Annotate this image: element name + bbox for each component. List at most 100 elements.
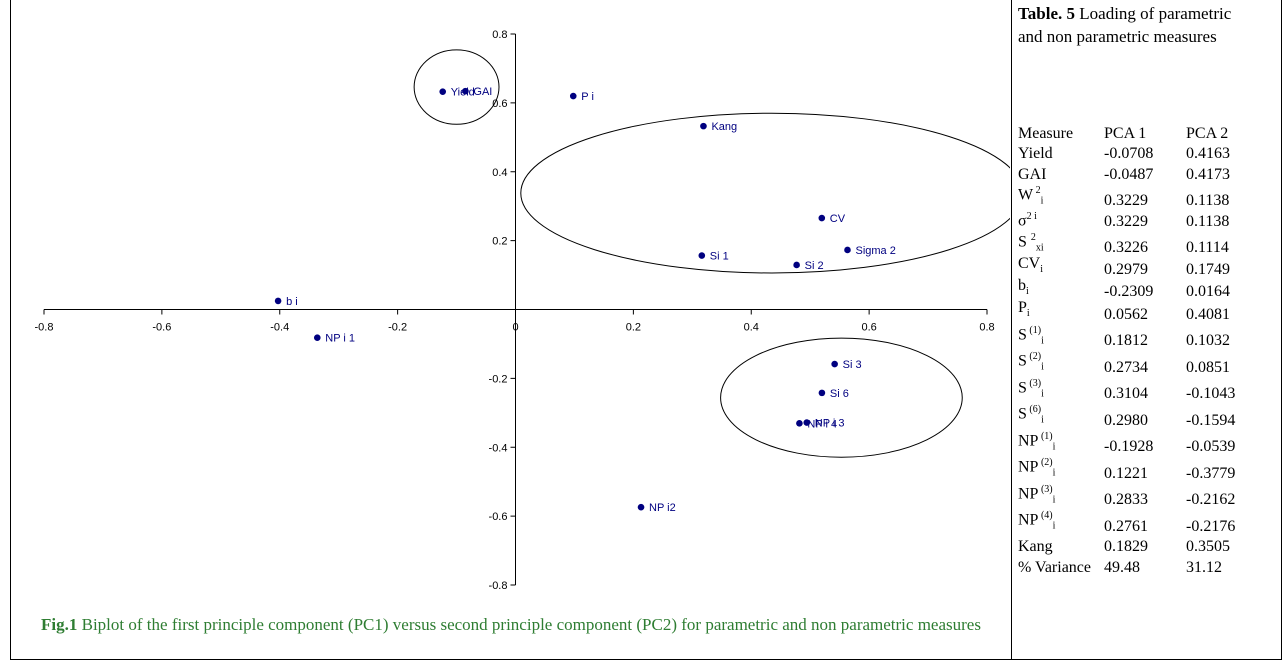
table-row: W 2i 0.3229 0.1138: [1018, 183, 1266, 210]
table-row: bi -0.2309 0.0164: [1018, 278, 1266, 300]
cell-measure: NP (3)i: [1018, 483, 1056, 506]
x-tick-label: 0: [512, 322, 518, 334]
scatter-points: YieldGAI P i Kang CV Sigma 2 Si 1 Si 2 b i NP i …: [274, 86, 896, 514]
table-row: σ2 i 0.3229 0.1138: [1018, 209, 1266, 230]
cell-measure: σ2 i: [1018, 211, 1037, 230]
cell-pca2: 0.1114: [1186, 239, 1229, 257]
x-tick-label: -0.8: [35, 322, 54, 334]
point-marker: [818, 214, 826, 222]
table-row: Yield -0.0708 0.4163: [1018, 142, 1266, 163]
table-row: % Variance 49.48 31.12: [1018, 555, 1266, 576]
table-row: NP (3)i 0.2833 -0.2162: [1018, 482, 1266, 509]
point-label: NP i 4: [807, 418, 837, 430]
cell-measure: S (2)i: [1018, 351, 1044, 373]
cell-measure: Kang: [1018, 538, 1053, 556]
point-marker: [313, 334, 321, 342]
cell-pca1: 0.1829: [1104, 538, 1148, 556]
cell-pca1: 0.2979: [1104, 261, 1148, 279]
loadings-table: Measure PCA 1 PCA 2 Yield -0.0708 0.4163 GA…: [1018, 121, 1266, 576]
data-point: NP i 1: [313, 333, 355, 345]
point-marker: [439, 88, 447, 95]
cell-pca1: 0.2833: [1104, 491, 1148, 509]
y-tick-label: 0.2: [492, 236, 507, 248]
table-row: NP (2)i 0.1221 -0.3779: [1018, 455, 1266, 482]
table-row: Pi 0.0562 0.4081: [1018, 300, 1266, 322]
point-label: CV: [830, 213, 846, 225]
axes: -0.8 -0.6 -0.4 -0.2 0 0.2 0.4 0.6 0.80.80.60.40.…: [35, 29, 995, 592]
cell-pca2: 31.12: [1186, 558, 1222, 576]
cell-pca1: 0.3229: [1104, 212, 1148, 230]
cluster-ellipse: [720, 337, 963, 458]
point-marker: [462, 87, 469, 95]
point-label: Si 2: [805, 260, 824, 272]
cell-measure: % Variance: [1018, 558, 1091, 576]
y-tick-label: 0.8: [492, 29, 507, 41]
biplot-chart: -0.8 -0.6 -0.4 -0.2 0 0.2 0.4 0.6 0.80.80.60.40.…: [35, 29, 1010, 592]
point-label: NP i 3: [815, 418, 845, 430]
y-tick-label: -0.4: [489, 442, 508, 454]
table-title-text: Loading of parametric and non parametric…: [1018, 4, 1232, 46]
table-row: S (6)i 0.2980 -0.1594: [1018, 402, 1266, 429]
cell-pca2: -0.3779: [1186, 464, 1236, 482]
point-marker: [818, 389, 826, 397]
cell-pca2: 0.1032: [1186, 332, 1230, 350]
cell-pca1: 0.1221: [1104, 464, 1148, 482]
cell-measure: S 2xi: [1018, 231, 1044, 254]
data-point: Si 1: [698, 251, 729, 263]
cell-measure: S (1)i: [1018, 324, 1044, 347]
point-label: Kang: [711, 121, 737, 133]
y-tick-label: 0.4: [492, 167, 507, 179]
cell-pca2: 0.4173: [1186, 165, 1230, 183]
cell-pca2: 0.3505: [1186, 538, 1230, 556]
table-row: Kang 0.1829 0.3505: [1018, 535, 1266, 556]
table-title: Table. 5 Loading of parametric and non p…: [1018, 2, 1258, 48]
panel-divider: [1011, 0, 1012, 660]
point-label: Si 6: [830, 388, 849, 400]
table-header-row: Measure PCA 1 PCA 2: [1018, 121, 1266, 142]
point-label: GAI: [473, 86, 492, 98]
x-tick-label: 0.4: [744, 322, 759, 334]
x-tick-label: 0.6: [861, 322, 876, 334]
data-point: b i: [274, 296, 298, 308]
table-row: S (2)i 0.2734 0.0851: [1018, 349, 1266, 376]
caption-label: Fig.1: [41, 615, 78, 634]
table-row: CVi 0.2979 0.1749: [1018, 256, 1266, 278]
table-row: GAI -0.0487 0.4173: [1018, 162, 1266, 183]
cell-measure: NP (2)i: [1018, 457, 1056, 479]
cluster-ellipse: [520, 112, 1010, 274]
x-tick-label: 0.2: [626, 322, 641, 334]
data-point: NP i2: [637, 502, 676, 514]
point-label: NP i 1: [325, 333, 355, 345]
x-tick-label: 0.8: [979, 322, 994, 334]
cell-pca1: 0.2734: [1104, 358, 1148, 376]
point-marker: [698, 252, 706, 259]
header-pca2: PCA 2: [1186, 124, 1229, 142]
point-marker: [796, 420, 803, 427]
data-point: Kang: [700, 121, 737, 133]
cell-measure: GAI: [1018, 165, 1047, 183]
cell-pca2: -0.1594: [1186, 411, 1236, 429]
data-point: Si 3: [831, 359, 862, 371]
data-point: Yield: [439, 87, 475, 99]
y-tick-label: -0.8: [489, 580, 508, 592]
caption-text: Biplot of the first principle component …: [77, 615, 981, 634]
point-label: b i: [286, 296, 298, 308]
data-point: P i: [569, 91, 594, 103]
cell-measure: W 2i: [1018, 184, 1044, 207]
cell-measure: bi: [1018, 277, 1029, 298]
table-body: Yield -0.0708 0.4163 GAI -0.0487 0.4173 W 2i 0.…: [1018, 142, 1266, 576]
table-row: S (1)i 0.1812 0.1032: [1018, 323, 1266, 350]
header-pca1: PCA 1: [1104, 124, 1147, 142]
data-point: NP i 3: [803, 418, 845, 430]
cell-pca2: 0.1749: [1186, 261, 1230, 279]
table-row: S 2xi 0.3226 0.1114: [1018, 230, 1266, 257]
data-point: Si 6: [818, 388, 849, 400]
cell-measure: S (3)i: [1018, 377, 1044, 400]
point-marker: [274, 297, 282, 305]
point-marker: [637, 503, 645, 511]
point-label: NP i2: [649, 502, 676, 514]
cell-pca1: 0.3226: [1104, 239, 1148, 257]
table-row: S (3)i 0.3104 -0.1043: [1018, 376, 1266, 403]
point-marker: [831, 360, 838, 368]
y-tick-label: -0.2: [489, 373, 508, 385]
